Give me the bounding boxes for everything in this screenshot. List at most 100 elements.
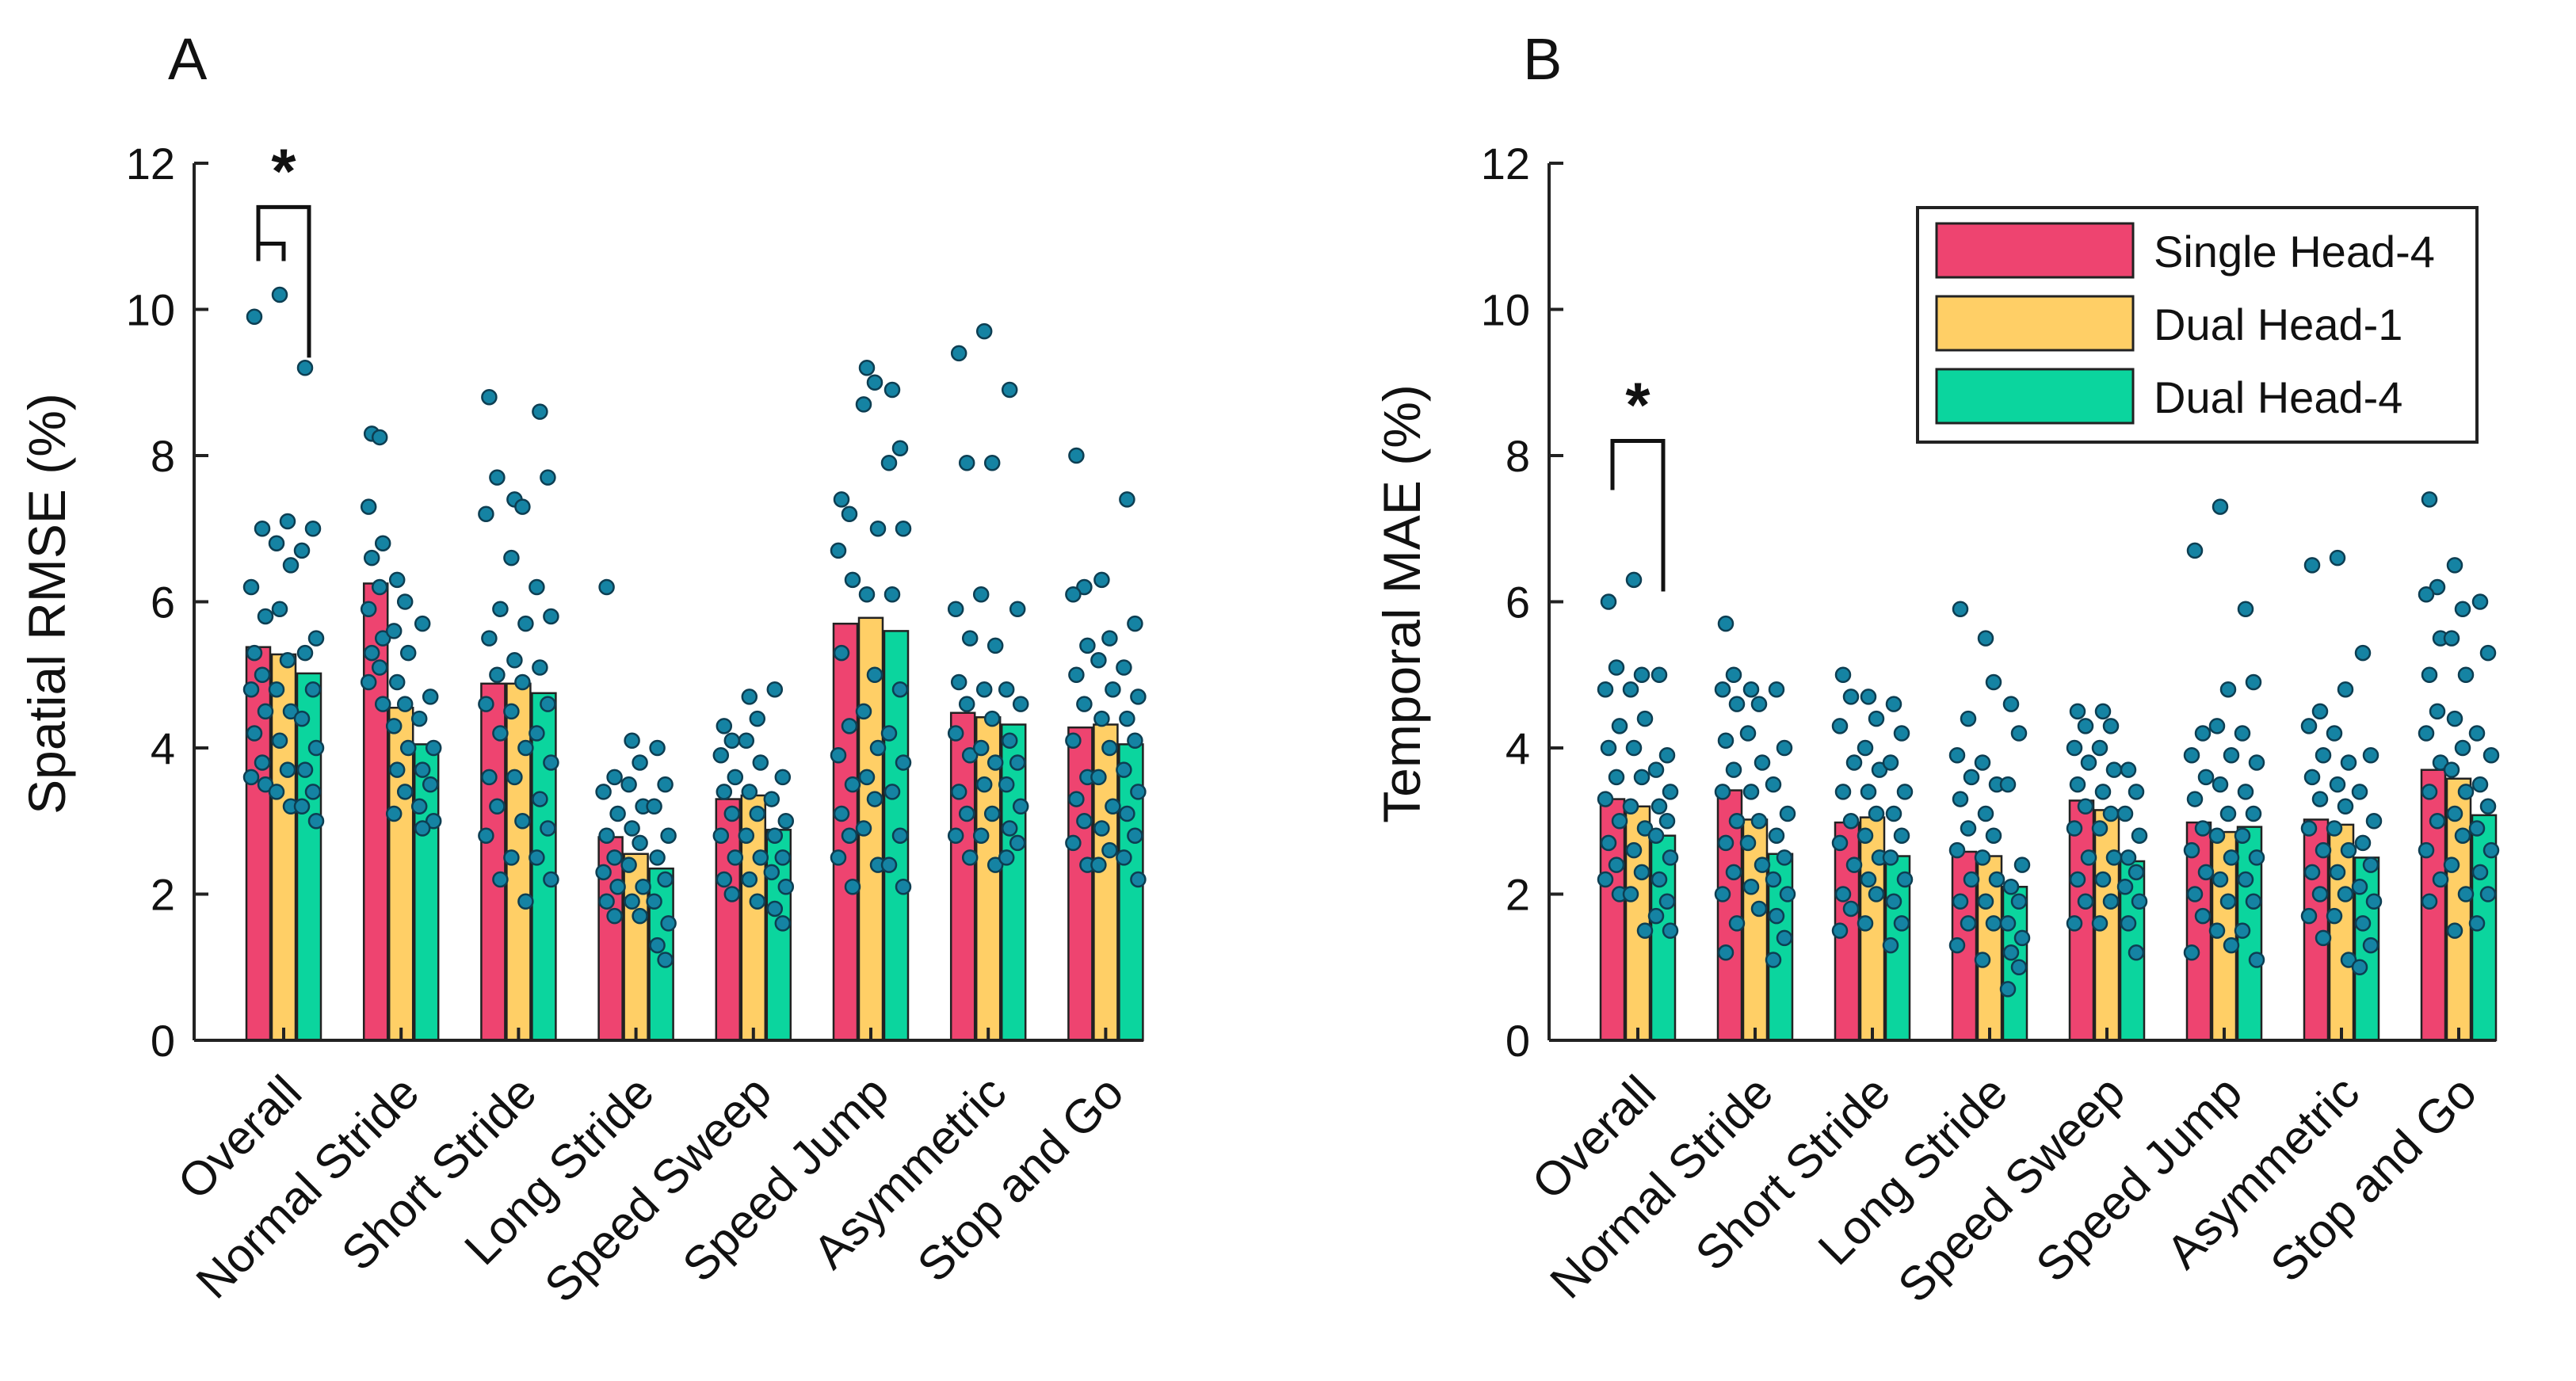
panel-b-point-dual-head-4-stop-and-go (2479, 886, 2497, 902)
panel-a-point-dual-head-1-short-stride (517, 615, 534, 632)
panel-a-point-single-head-4-short-stride (478, 505, 494, 523)
panel-b-point-dual-head-1-overall (1636, 922, 1654, 939)
panel-a-point-single-head-4-asymmetric (950, 673, 967, 691)
panel-b-point-single-head-4-stop-and-go (2429, 813, 2446, 830)
panel-b-point-dual-head-4-speed-sweep (2128, 944, 2145, 961)
panel-a-point-dual-head-4-asymmetric (998, 776, 1015, 793)
panel-b-point-dual-head-4-overall (1662, 784, 1679, 800)
panel-a-point-single-head-4-speed-sweep (723, 886, 741, 902)
panel-b-point-single-head-4-long-stride (1948, 746, 1966, 764)
panel-b-point-single-head-4-asymmetric (2311, 791, 2329, 807)
panel-b-point-dual-head-1-stop-and-go (2443, 856, 2460, 873)
panel-b-y-axis-title: Temporal MAE (%) (1372, 384, 1431, 823)
panel-a-point-dual-head-4-asymmetric (1001, 381, 1018, 399)
panel-a-point-dual-head-1-long-stride (632, 834, 648, 852)
panel-a-point-single-head-4-speed-jump (833, 491, 850, 508)
panel-b-point-dual-head-4-overall (1651, 798, 1668, 815)
panel-b-point-single-head-4-long-stride (1960, 915, 1977, 932)
panel-b-point-dual-head-1-short-stride (1871, 761, 1888, 778)
panel-b-point-dual-head-4-long-stride (2013, 929, 2031, 947)
panel-a-point-dual-head-1-long-stride (620, 776, 637, 793)
legend-label-dual-head-1: Dual Head-1 (2154, 299, 2402, 349)
panel-a-point-single-head-4-short-stride (492, 871, 509, 888)
panel-b-point-dual-head-4-overall (1662, 849, 1679, 866)
panel-a-point-dual-head-1-speed-jump (869, 739, 887, 757)
panel-a-point-dual-head-1-normal-stride (385, 805, 403, 822)
panel-b-point-single-head-4-long-stride (1948, 937, 1966, 954)
panel-b-point-dual-head-1-speed-jump (2208, 922, 2226, 939)
panel-b-point-dual-head-1-long-stride (1974, 754, 1991, 771)
panel-a-point-single-head-4-speed-jump (830, 849, 847, 866)
panel-a-point-dual-head-1-normal-stride (388, 761, 406, 778)
panel-a-point-dual-head-1-long-stride (632, 907, 648, 925)
panel-b-point-dual-head-4-asymmetric (2354, 915, 2372, 932)
panel-b-point-dual-head-4-speed-jump (2237, 871, 2254, 888)
panel-a-point-single-head-4-speed-sweep (716, 871, 733, 888)
panel-b-point-dual-head-4-short-stride (1896, 871, 1914, 888)
panel-b-point-dual-head-1-speed-sweep (2105, 849, 2123, 866)
panel-a-point-dual-head-1-asymmetric (975, 776, 993, 793)
panel-a-point-single-head-4-speed-sweep (716, 784, 733, 800)
panel-b-point-single-head-4-long-stride (1948, 841, 1966, 859)
panel-a-point-single-head-4-stop-and-go (1065, 732, 1082, 750)
panel-b-point-dual-head-1-asymmetric (2326, 907, 2343, 925)
panel-a-y-axis-title: Spatial RMSE (%) (17, 393, 76, 814)
panel-b-point-dual-head-1-normal-stride (1750, 813, 1768, 830)
panel-a-point-dual-head-4-overall (293, 798, 311, 815)
panel-b-point-dual-head-4-short-stride (1882, 937, 1899, 954)
panel-b-point-dual-head-4-asymmetric (2351, 784, 2368, 800)
panel-b-point-single-head-4-stop-and-go (2432, 871, 2449, 888)
panel-a-point-single-head-4-long-stride (595, 864, 612, 881)
panel-b-point-single-head-4-stop-and-go (2429, 578, 2446, 596)
panel-b-point-dual-head-4-speed-jump (2237, 784, 2254, 800)
panel-a-point-single-head-4-overall (246, 308, 263, 325)
panel-a-point-dual-head-1-normal-stride (385, 623, 403, 639)
panel-b-point-single-head-4-stop-and-go (2432, 754, 2449, 771)
panel-b-point-dual-head-1-overall (1625, 739, 1643, 757)
panel-b-y-tick-label: 6 (1506, 578, 1530, 628)
panel-a-point-dual-head-4-overall (293, 542, 311, 559)
panel-b-point-dual-head-1-short-stride (1857, 739, 1874, 757)
panel-b-significance-bracket (1610, 439, 1666, 592)
panel-b-point-single-head-4-speed-jump (2186, 886, 2204, 902)
panel-b-point-dual-head-1-short-stride (1868, 710, 1885, 727)
panel-b-point-dual-head-1-speed-jump (2223, 849, 2240, 866)
panel-b-point-single-head-4-stop-and-go (2429, 703, 2446, 720)
panel-a-point-single-head-4-asymmetric (961, 746, 979, 764)
panel-b-point-single-head-4-long-stride (1963, 871, 1980, 888)
panel-a-point-dual-head-4-normal-stride (422, 776, 439, 793)
panel-b-point-single-head-4-short-stride (1842, 900, 1860, 917)
panel-a-point-dual-head-4-normal-stride (414, 615, 431, 632)
panel-b-point-dual-head-1-stop-and-go (2446, 805, 2463, 822)
panel-b-point-dual-head-4-stop-and-go (2471, 593, 2489, 610)
panel-b-point-dual-head-1-long-stride (1985, 827, 2002, 844)
panel-a-point-dual-head-4-asymmetric (1001, 732, 1018, 750)
panel-a-point-dual-head-1-stop-and-go (1101, 841, 1118, 859)
panel-b-point-single-head-4-asymmetric (2303, 557, 2321, 574)
panel-b-point-single-head-4-long-stride (1960, 710, 1977, 727)
panel-b-point-single-head-4-speed-jump (2194, 820, 2212, 837)
panel-a-point-dual-head-4-speed-sweep (763, 864, 780, 881)
panel-a-point-dual-head-4-speed-jump (883, 381, 901, 399)
panel-a-point-dual-head-1-short-stride (503, 849, 520, 866)
panel-a-point-dual-head-4-short-stride (532, 403, 548, 420)
panel-b-point-dual-head-1-asymmetric (2337, 798, 2354, 815)
panel-a-point-dual-head-1-overall (279, 652, 296, 669)
panel-a-point-single-head-4-long-stride (606, 769, 623, 786)
panel-b-point-dual-head-1-speed-sweep (2102, 805, 2120, 822)
panel-a-point-single-head-4-short-stride (492, 725, 509, 742)
panel-a-significance-star: * (271, 135, 296, 206)
panel-a-point-dual-head-1-normal-stride (399, 739, 417, 757)
panel-b-point-dual-head-1-asymmetric (2337, 886, 2354, 902)
panel-b-point-dual-head-4-normal-stride (1779, 805, 1796, 822)
panel-a-point-single-head-4-stop-and-go (1065, 834, 1082, 852)
panel-b-point-single-head-4-speed-sweep (2077, 893, 2094, 910)
panel-a-point-dual-head-4-speed-jump (883, 586, 901, 603)
panel-b-point-single-head-4-overall (1600, 834, 1617, 852)
panel-a-point-single-head-4-speed-sweep (723, 805, 741, 822)
panel-b-point-dual-head-4-long-stride (1999, 776, 2017, 793)
panel-b-point-dual-head-1-stop-and-go (2457, 666, 2475, 683)
panel-a-point-dual-head-4-normal-stride (425, 813, 442, 830)
panel-b-point-dual-head-4-long-stride (2002, 944, 2020, 961)
panel-b-point-dual-head-4-stop-and-go (2468, 915, 2486, 932)
